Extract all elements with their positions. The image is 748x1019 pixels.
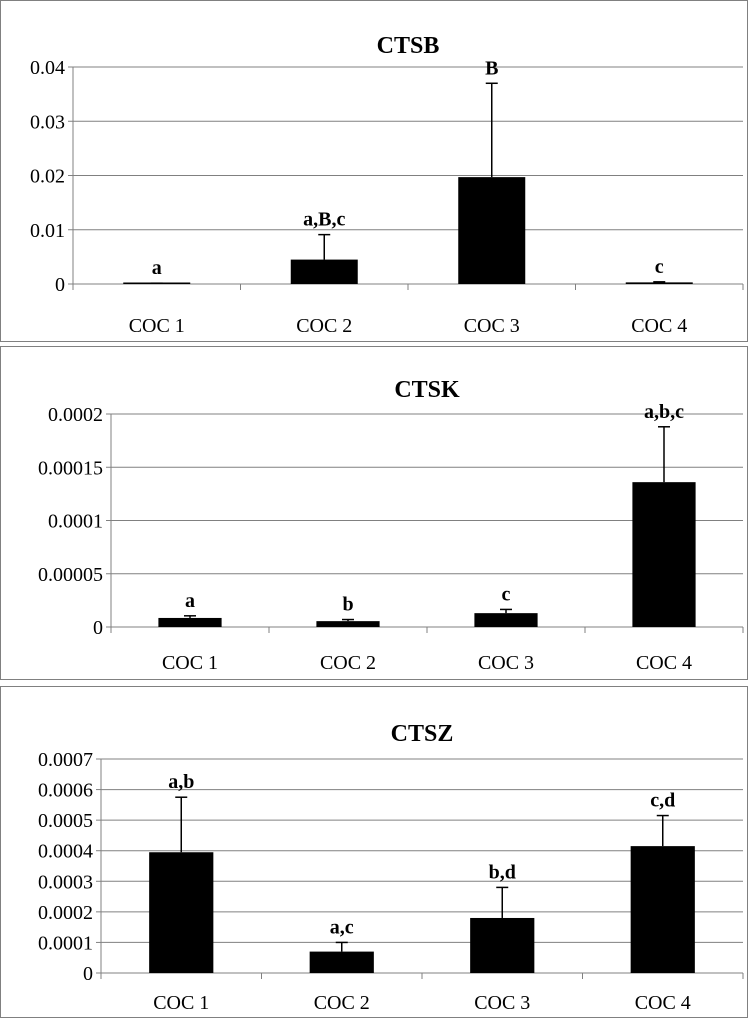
significance-label: a	[152, 257, 162, 279]
chart-panel-ctsz: 0 0.0001 0.0002 0.0003 0.0004 0.0005 0.0006 0.0…	[0, 686, 748, 1018]
chart-panel-ctsk: 0 0.00005 0.0001 0.00015 0.0002 CTSK a COC 1 b CO…	[0, 346, 748, 680]
significance-label: b,d	[489, 861, 516, 883]
bar	[158, 617, 222, 627]
bar	[149, 852, 214, 973]
significance-label: a,b,c	[644, 401, 684, 423]
bar	[632, 482, 696, 627]
y-tick-label: 0.0004	[38, 841, 93, 863]
bar	[316, 621, 380, 627]
bar	[309, 951, 374, 973]
significance-label: a,c	[330, 916, 354, 938]
y-tick-label: 0	[93, 617, 103, 639]
significance-label: a,b	[168, 771, 194, 793]
bar	[290, 259, 358, 284]
significance-label: B	[485, 57, 498, 79]
y-tick-label: 0.0001	[38, 932, 93, 954]
category-label: COC 2	[296, 315, 352, 337]
category-label: COC 3	[478, 652, 534, 674]
category-label: COC 4	[635, 992, 691, 1014]
bar	[474, 613, 538, 627]
significance-label: c	[655, 256, 664, 278]
y-tick-label: 0	[55, 274, 65, 296]
chart-title: CTSK	[394, 377, 460, 403]
significance-label: a	[185, 590, 195, 612]
category-label: COC 1	[129, 315, 185, 337]
y-tick-label: 0.0006	[38, 780, 93, 802]
category-label: COC 2	[320, 652, 376, 674]
y-tick-label: 0.0001	[48, 511, 103, 533]
significance-label: c,d	[650, 790, 675, 812]
category-label: COC 2	[314, 992, 370, 1014]
y-tick-label: 0.02	[30, 166, 65, 188]
y-tick-label: 0.0007	[38, 749, 93, 771]
ctsk-chart: 0 0.00005 0.0001 0.00015 0.0002 CTSK a COC 1 b CO…	[38, 377, 744, 674]
bar	[458, 177, 526, 284]
category-label: COC 3	[474, 992, 530, 1014]
bar	[625, 282, 693, 284]
y-tick-label: 0.0002	[48, 404, 103, 426]
bar	[470, 917, 535, 973]
y-tick-label: 0	[83, 963, 93, 985]
y-tick-label: 0.0002	[38, 902, 93, 924]
significance-label: c	[502, 583, 511, 605]
category-label: COC 4	[631, 315, 687, 337]
y-tick-label: 0.0003	[38, 871, 93, 893]
y-tick-label: 0.04	[30, 57, 65, 79]
y-tick-label: 0.00005	[38, 564, 103, 586]
category-label: COC 1	[153, 992, 209, 1014]
chart-panel-ctsb: 0 0.01 0.02 0.03 0.04 CTSB a COC 1 a,B,c COC 2 B CO…	[0, 0, 748, 342]
y-tick-label: 0.0005	[38, 810, 93, 832]
category-label: COC 4	[636, 652, 692, 674]
y-tick-label: 0.01	[30, 220, 65, 242]
significance-label: a,B,c	[303, 209, 345, 231]
chart-title: CTSB	[377, 33, 440, 59]
ctsb-chart: 0 0.01 0.02 0.03 0.04 CTSB a COC 1 a,B,c COC 2 B CO…	[30, 33, 744, 337]
y-tick-label: 0.03	[30, 111, 65, 133]
significance-label: b	[342, 594, 353, 616]
category-label: COC 1	[162, 652, 218, 674]
chart-title: CTSZ	[391, 721, 454, 747]
category-label: COC 3	[464, 315, 520, 337]
bar	[630, 846, 695, 973]
y-tick-label: 0.00015	[38, 457, 103, 479]
ctsz-chart: 0 0.0001 0.0002 0.0003 0.0004 0.0005 0.0006 0.0…	[38, 721, 744, 1014]
